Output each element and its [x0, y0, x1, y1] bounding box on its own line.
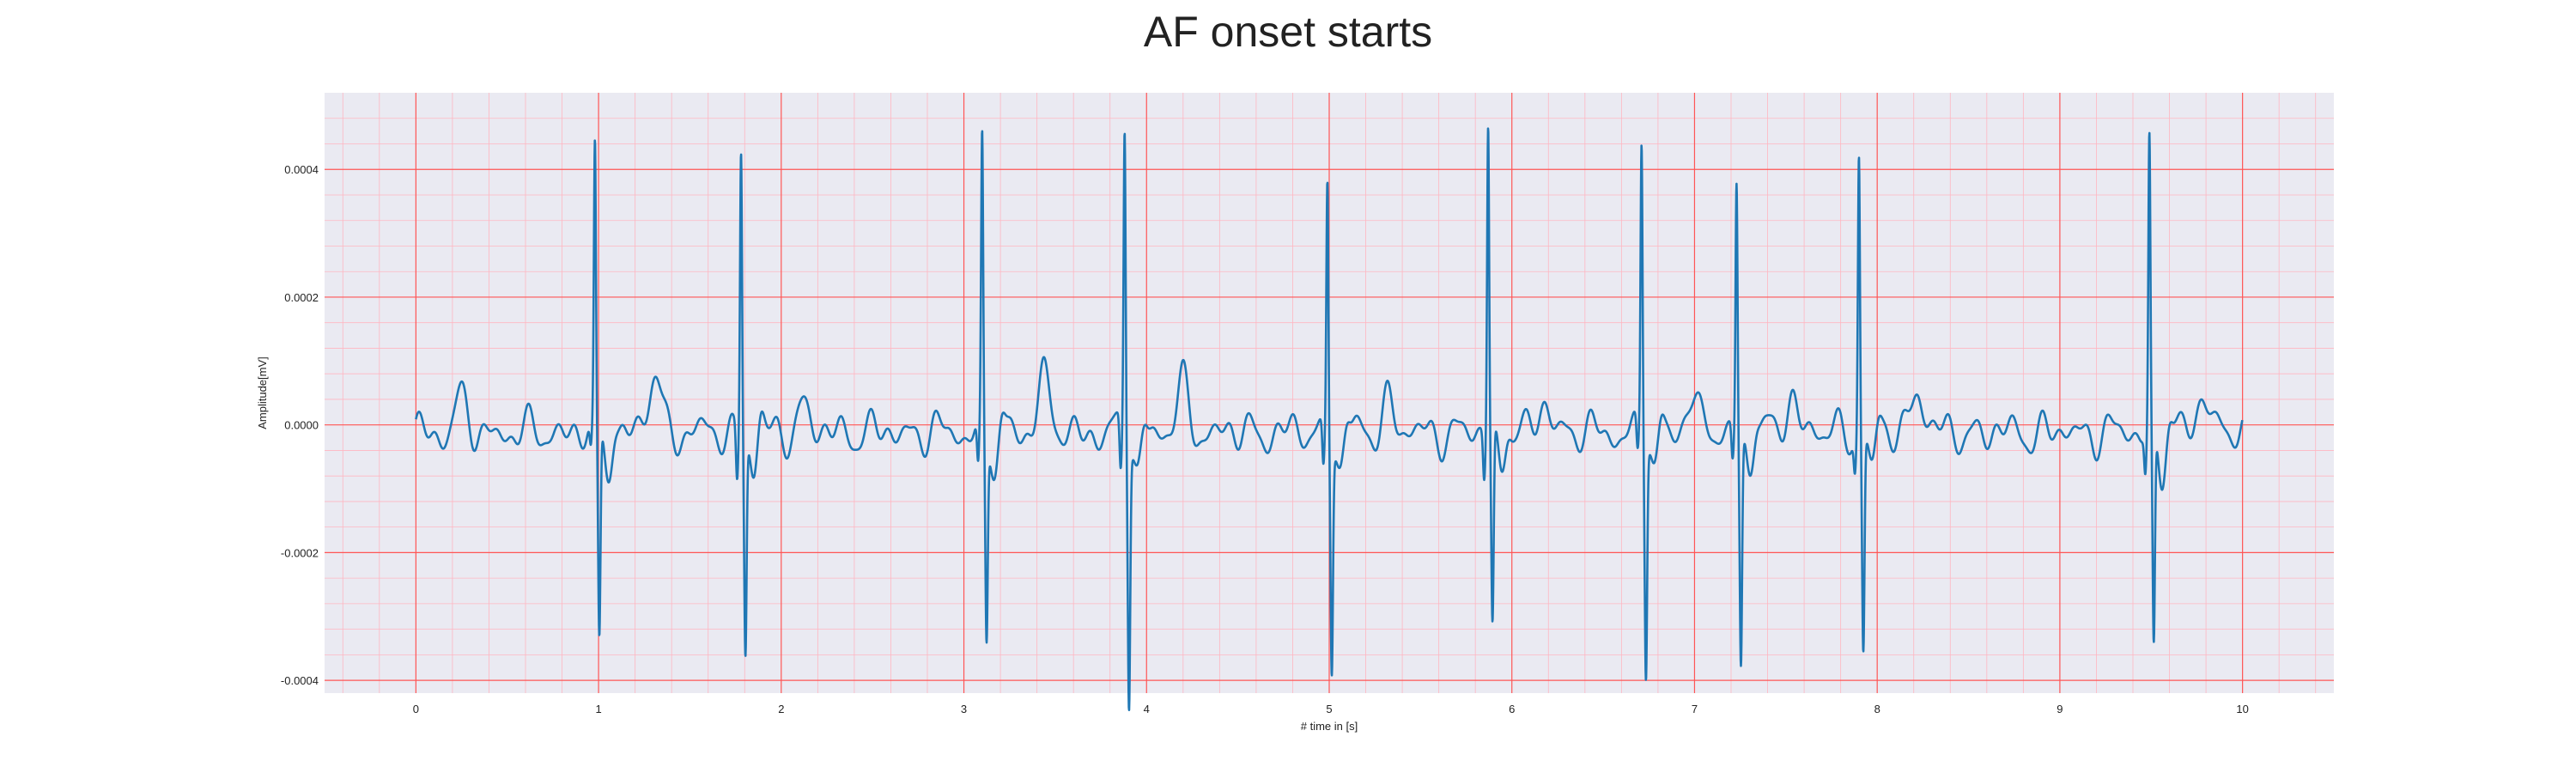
x-tick-label: 10 — [2236, 703, 2248, 715]
x-tick-label: 6 — [1509, 703, 1515, 715]
x-tick-label: 2 — [778, 703, 784, 715]
x-tick-label: 0 — [413, 703, 419, 715]
x-tick-label: 3 — [961, 703, 967, 715]
x-tick-label: 7 — [1692, 703, 1698, 715]
x-axis-label: # time in [s] — [1301, 720, 1358, 733]
x-tick-label: 8 — [1874, 703, 1880, 715]
y-axis-label: Amplitude[mV] — [256, 356, 269, 429]
y-tick-label: 0.0002 — [284, 291, 319, 304]
x-tick-labels: 0 1 2 3 4 5 6 7 8 9 10 — [413, 703, 2249, 715]
x-tick-label: 4 — [1144, 703, 1150, 715]
y-tick-labels: -0.0004 -0.0002 0.0000 0.0002 0.0004 — [281, 163, 319, 687]
y-tick-label: -0.0002 — [281, 546, 319, 559]
ecg-signal-line — [415, 127, 2244, 712]
y-tick-label: 0.0000 — [284, 419, 319, 432]
chart-title: AF onset starts — [1143, 8, 1433, 56]
y-tick-label: 0.0004 — [284, 163, 319, 176]
x-tick-label: 5 — [1326, 703, 1332, 715]
major-grid — [325, 93, 2334, 693]
y-tick-label: -0.0004 — [281, 674, 319, 687]
series-group — [415, 127, 2244, 712]
x-tick-label: 9 — [2057, 703, 2063, 715]
x-tick-label: 1 — [595, 703, 601, 715]
